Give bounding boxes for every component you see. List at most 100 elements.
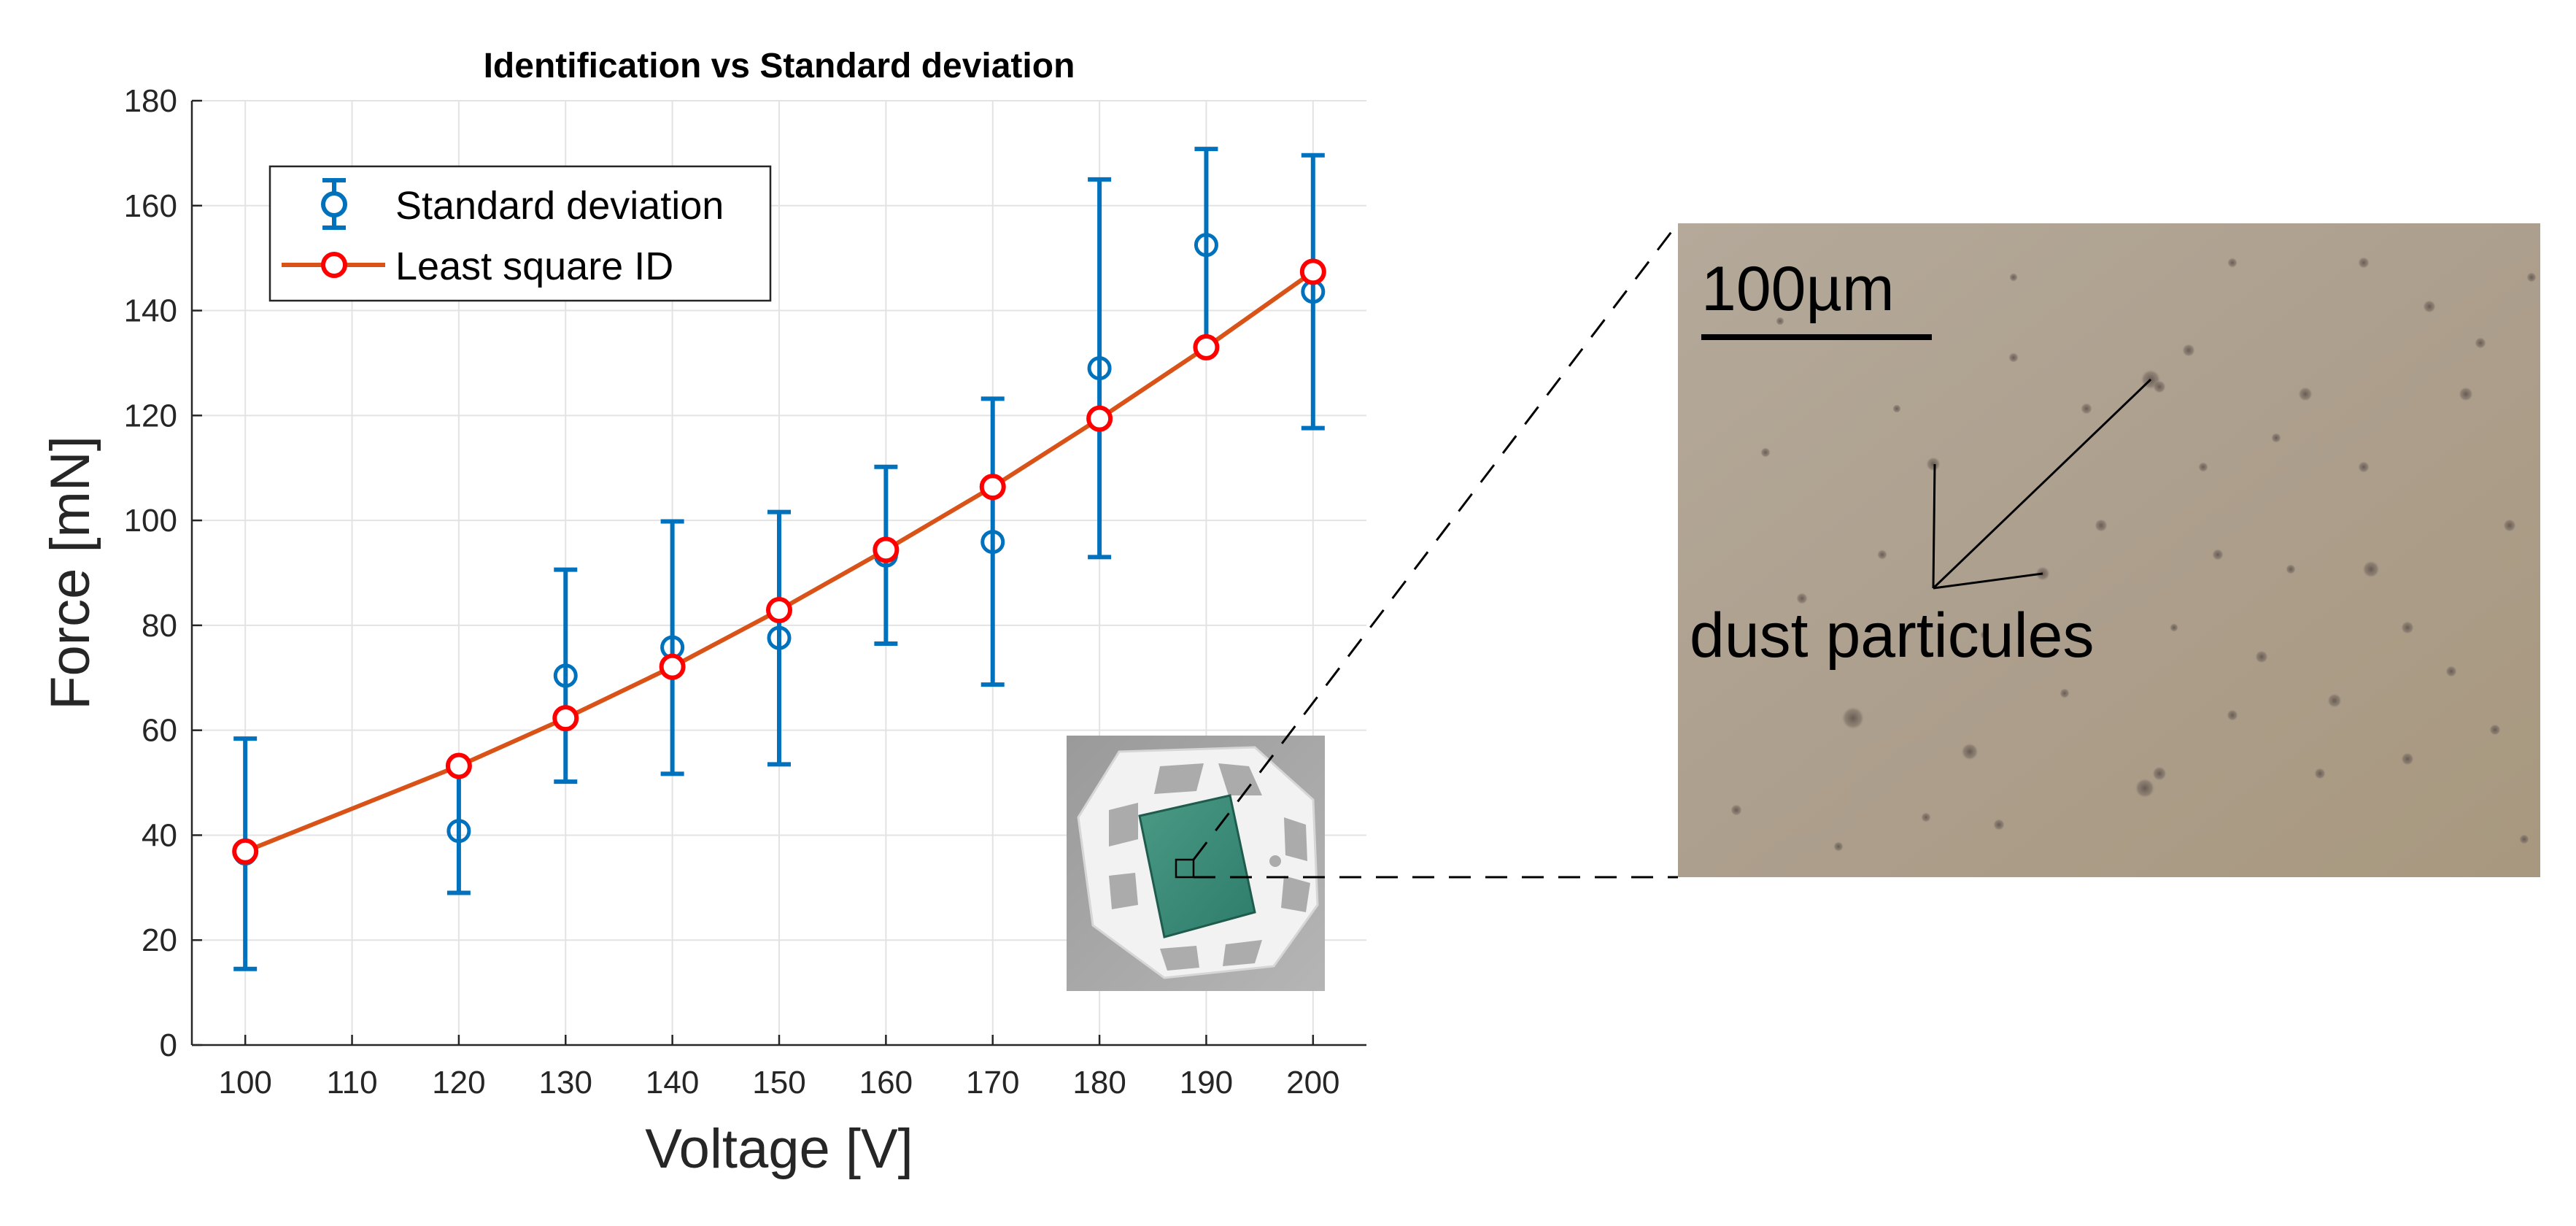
y-axis-label: Force [mN] [39,436,101,710]
particle-37 [2519,834,2529,844]
legend-errorbar-icon [321,178,347,230]
x-tick-label-140: 140 [646,1065,699,1100]
zoom-region-marker [1175,858,1195,879]
x-tick-label-200: 200 [1286,1065,1339,1100]
least-square-point-170 [979,474,1006,501]
least-square-point-140 [659,653,686,680]
particle-46 [2423,300,2436,313]
x-tick-label-130: 130 [539,1065,592,1100]
particle-47 [2526,272,2537,282]
particle-35 [1921,812,1931,822]
particle-39 [1980,631,1989,639]
particle-26 [2314,768,2326,779]
particle-5 [1961,743,1979,760]
chart-title: Identification vs Standard deviation [484,47,1075,85]
y-tick-label-160: 160 [124,188,177,224]
series-least-square-id [232,258,1326,865]
error-point-120 [446,819,471,844]
particle-36 [2489,724,2501,736]
y-tick-label-40: 40 [142,817,177,853]
least-square-point-180 [1086,405,1113,432]
y-tick-label-60: 60 [142,713,177,749]
cage-holes [1109,763,1310,971]
particle-29 [1833,841,1844,852]
particle-45 [2358,257,2370,269]
least-square-point-130 [552,705,579,732]
particle-27 [2401,752,2414,766]
least-square-line [244,269,1315,854]
particle-8 [2081,403,2092,415]
micrograph-background [1678,223,2540,877]
x-tick-label-100: 100 [218,1065,271,1100]
particle-13 [2327,693,2342,708]
y-tick-label-80: 80 [142,608,177,644]
particle-14 [2475,337,2486,349]
green-sample [1138,794,1256,938]
particle-44 [2227,258,2237,268]
x-tick-label-190: 190 [1180,1065,1233,1100]
particle-2 [1926,457,1941,471]
y-tick-label-20: 20 [142,922,177,958]
error-point-130 [553,663,578,688]
particle-33 [2358,461,2370,473]
particle-38 [1892,404,1901,413]
device-photo [1067,736,1325,991]
particle-43 [2009,273,2018,282]
chart: 100 110 120 130 140 150 160 170 180 190 200 0 20 40 60… [39,47,1366,1180]
y-tick-label-180: 180 [124,83,177,119]
zoom-guide-lines [1192,223,1679,879]
particle-19 [2152,766,2167,781]
particle-32 [2286,564,2296,574]
x-tick-label-180: 180 [1072,1065,1126,1100]
y-tick-label-0: 0 [160,1028,177,1063]
x-tick-label-170: 170 [966,1065,1019,1100]
y-tick-label-100: 100 [124,503,177,539]
particle-21 [1796,593,1808,604]
scale-bar-label: 100µm [1701,254,1895,324]
micrograph: 100µm dust particules [1678,223,2540,877]
particle-25 [2255,650,2268,663]
particle-15 [2459,387,2473,401]
particle-30 [1993,819,2005,830]
particle-pointer-lines [1932,378,2152,590]
tick-labels: 100 110 120 130 140 150 160 170 180 190 200 0 20 40 60… [124,83,1340,1100]
particle-28 [1730,804,1742,816]
particle-24 [2212,549,2224,560]
particle-11 [2362,560,2380,578]
least-square-point-190 [1193,334,1220,361]
least-square-point-120 [445,752,472,779]
particle-40 [2198,462,2208,472]
error-point-190 [1194,233,1218,258]
legend-box [268,165,772,302]
particle-4 [1841,706,1865,730]
series-standard-deviation [233,147,1326,971]
particle-18 [2135,778,2155,798]
legend-label-standard-deviation: Standard deviation [395,184,724,228]
least-square-point-200 [1299,258,1326,285]
particle-23 [2095,519,2108,532]
x-tick-label-150: 150 [752,1065,805,1100]
particle-20 [1760,447,1771,458]
particle-10 [2271,433,2281,443]
particle-34 [2059,688,2070,698]
least-square-point-150 [766,597,792,624]
y-tick-label-140: 140 [124,293,177,329]
particle-7 [2008,352,2019,363]
x-tick-label-160: 160 [859,1065,913,1100]
x-axis-label: Voltage [V] [645,1118,913,1180]
x-tick-label-110: 110 [326,1065,377,1100]
legend-label-least-square-id: Least square ID [395,244,673,288]
particle-12 [2401,621,2414,634]
axes [190,99,1366,1046]
legend: Standard deviation Least square ID [268,165,772,302]
particle-9 [2182,344,2195,357]
error-point-180 [1087,356,1112,381]
particle-31 [2227,709,2238,721]
particle-6 [2298,387,2313,401]
dust-particles [1730,257,2537,852]
particle-1 [2153,380,2166,393]
particles-label: dust particules [1690,601,2095,671]
error-point-150 [767,625,792,650]
particle-16 [2503,519,2516,532]
particle-17 [2445,666,2457,677]
